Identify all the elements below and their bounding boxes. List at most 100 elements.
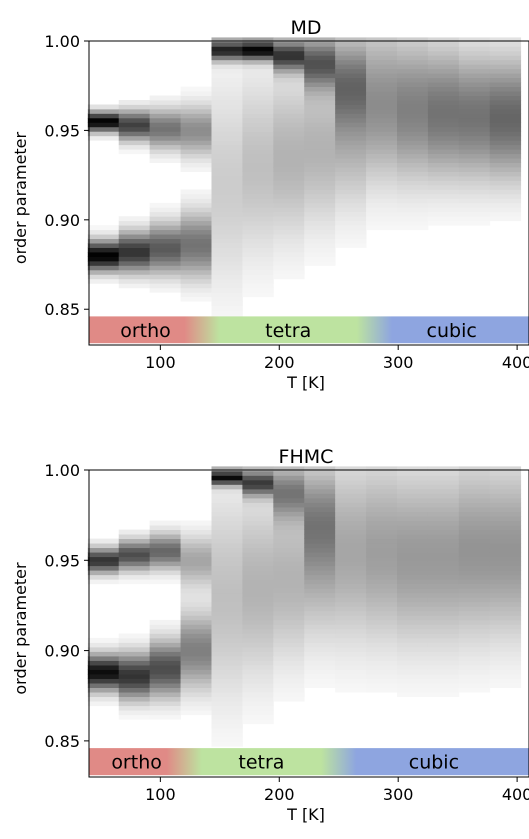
heatmap-cell	[397, 479, 429, 485]
heatmap-cell	[149, 538, 181, 544]
heatmap-cell	[180, 651, 212, 657]
heatmap-cell	[242, 642, 274, 648]
heatmap-cell	[335, 198, 367, 204]
heatmap-cell	[427, 552, 460, 558]
heatmap-cell	[180, 561, 212, 567]
heatmap-cell	[366, 534, 398, 540]
heatmap-cell	[427, 547, 460, 553]
heatmap-cell	[242, 140, 274, 146]
heatmap-cell	[211, 493, 243, 499]
heatmap-cell	[304, 158, 336, 163]
heatmap-cell	[397, 77, 429, 83]
heatmap-cell	[458, 683, 491, 688]
heatmap-cell	[397, 113, 429, 119]
heatmap-cell	[427, 41, 460, 47]
heatmap-cell	[242, 68, 274, 74]
heatmap-cell	[118, 117, 151, 123]
heatmap-cell	[458, 511, 491, 517]
heatmap-cell	[118, 238, 151, 244]
heatmap-cell	[149, 637, 181, 643]
heatmap-cell	[118, 529, 151, 535]
heatmap-cell	[335, 122, 367, 128]
heatmap-cell	[273, 50, 305, 56]
heatmap-cell	[304, 256, 336, 262]
heatmap-cell	[366, 538, 398, 544]
heatmap-cell	[489, 202, 522, 208]
heatmap-cell	[180, 574, 212, 580]
heatmap-cell	[273, 646, 305, 652]
heatmap-cell	[180, 274, 212, 280]
heatmap-cell	[366, 162, 398, 168]
heatmap-cell	[335, 158, 367, 163]
heatmap-cell	[242, 162, 274, 168]
heatmap-cell	[242, 216, 274, 222]
heatmap-cell	[87, 678, 120, 684]
heatmap-cell	[118, 547, 151, 553]
heatmap-cell	[427, 561, 460, 567]
heatmap-cell	[397, 561, 429, 567]
heatmap-cell	[397, 497, 429, 503]
heatmap-cell	[87, 229, 120, 235]
heatmap-cell	[489, 674, 522, 679]
heatmap-cell	[211, 167, 243, 172]
heatmap-cell	[273, 633, 305, 639]
heatmap-cell	[180, 269, 212, 275]
heatmap-cell	[180, 252, 212, 257]
heatmap-cell	[273, 104, 305, 110]
heatmap-cell	[335, 529, 367, 535]
heatmap-cell	[211, 669, 243, 675]
heatmap-cell	[242, 100, 274, 105]
heatmap-cell	[273, 488, 305, 494]
heatmap-cell	[366, 68, 398, 74]
heatmap-cell	[366, 55, 398, 61]
heatmap-cell	[427, 189, 460, 195]
heatmap-cell	[149, 220, 181, 226]
heatmap-cell	[273, 511, 305, 517]
heatmap-cell	[180, 292, 212, 298]
heatmap-cell	[149, 696, 181, 702]
heatmap-cell	[397, 50, 429, 56]
heatmap-cell	[273, 543, 305, 549]
heatmap-cell	[489, 552, 522, 558]
heatmap-cell	[458, 122, 491, 128]
heatmap-cell	[211, 552, 243, 558]
heatmap-cell	[458, 619, 491, 625]
heatmap-cell	[242, 588, 274, 594]
heatmap-cell	[118, 247, 151, 253]
heatmap-cell	[242, 529, 274, 535]
heatmap-cell	[304, 597, 336, 603]
phase-label-tetra: tetra	[238, 752, 284, 774]
heatmap-cell	[304, 50, 336, 56]
heatmap-cell	[366, 556, 398, 562]
heatmap-cell	[427, 493, 460, 499]
heatmap-cell	[427, 574, 460, 580]
heatmap-cell	[242, 149, 274, 155]
heatmap-cell	[335, 583, 367, 589]
heatmap-cell	[242, 674, 274, 679]
heatmap-cell	[366, 637, 398, 643]
heatmap-cell	[273, 167, 305, 172]
heatmap-cell	[242, 556, 274, 562]
heatmap-cell	[211, 95, 243, 101]
heatmap-cell	[458, 140, 491, 146]
heatmap-cell	[211, 77, 243, 83]
heatmap-cell	[366, 108, 398, 114]
heatmap-cell	[118, 252, 151, 257]
heatmap-cell	[304, 552, 336, 558]
heatmap-cell	[397, 176, 429, 181]
heatmap-cell	[149, 256, 181, 262]
heatmap-cell	[489, 665, 522, 670]
heatmap-cell	[397, 628, 429, 634]
heatmap-cell	[211, 637, 243, 643]
heatmap-cell	[242, 583, 274, 589]
heatmap-cell	[242, 37, 274, 43]
heatmap-cell	[427, 108, 460, 114]
heatmap-cell	[304, 592, 336, 598]
heatmap-cell	[427, 77, 460, 83]
heatmap-cell	[149, 705, 181, 711]
heatmap-cell	[211, 714, 243, 720]
heatmap-cell	[211, 238, 243, 244]
heatmap-cell	[273, 692, 305, 698]
heatmap-cell	[489, 556, 522, 562]
heatmap-cell	[273, 592, 305, 598]
